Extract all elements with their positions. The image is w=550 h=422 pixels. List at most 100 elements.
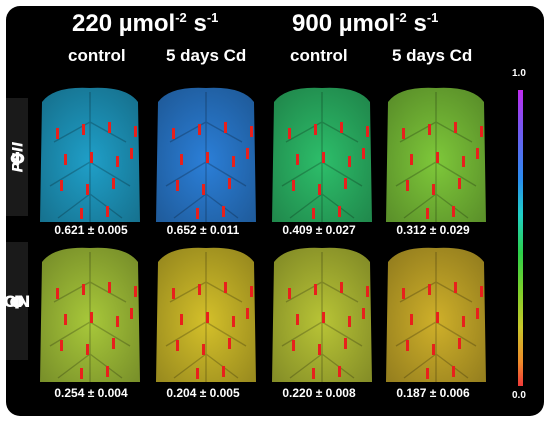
sample-point-marker: [312, 208, 315, 219]
sample-point-marker: [202, 344, 205, 355]
sample-point-marker: [130, 148, 133, 159]
column-title: control: [68, 46, 126, 65]
sample-point-marker: [340, 282, 343, 293]
leaf-image: [156, 247, 256, 382]
sample-point-marker: [314, 284, 317, 295]
color-scale-max-label: 1.0: [512, 68, 526, 79]
sample-point-marker: [426, 368, 429, 379]
sample-point-marker: [410, 154, 413, 165]
sample-point-marker: [134, 126, 137, 137]
sample-point-marker: [60, 180, 63, 191]
sample-point-marker: [480, 286, 483, 297]
sample-point-marker: [80, 368, 83, 379]
sample-point-marker: [206, 312, 209, 323]
column-title: control: [290, 46, 348, 65]
value-label: 0.204 ± 0.005: [166, 386, 240, 400]
sample-point-marker: [180, 314, 183, 325]
high-light-title: 900 µmol-2 s-1: [292, 10, 439, 37]
sample-point-marker: [362, 148, 365, 159]
value-label: 0.254 ± 0.004: [54, 386, 128, 400]
value-label: 0.187 ± 0.006: [396, 386, 470, 400]
sample-point-marker: [64, 314, 67, 325]
sample-point-marker: [436, 312, 439, 323]
sample-point-marker: [228, 178, 231, 189]
sample-point-marker: [406, 180, 409, 191]
sample-point-marker: [196, 368, 199, 379]
sample-point-marker: [340, 122, 343, 133]
sample-point-marker: [314, 124, 317, 135]
sample-point-marker: [250, 286, 253, 297]
sample-point-marker: [452, 366, 455, 377]
row-label-phi-no: Φ NO: [6, 242, 31, 360]
sample-point-marker: [322, 312, 325, 323]
sample-point-marker: [108, 282, 111, 293]
color-scale-bar: [518, 90, 523, 386]
sample-point-marker: [86, 184, 89, 195]
sample-point-marker: [322, 152, 325, 163]
sample-point-marker: [462, 316, 465, 327]
sample-point-marker: [60, 340, 63, 351]
sample-point-marker: [222, 206, 225, 217]
value-label: 0.220 ± 0.008: [282, 386, 356, 400]
sample-point-marker: [250, 126, 253, 137]
sample-point-marker: [106, 366, 109, 377]
value-label: 0.621 ± 0.005: [54, 223, 128, 237]
sample-point-marker: [198, 284, 201, 295]
sample-point-marker: [432, 184, 435, 195]
sample-point-marker: [348, 316, 351, 327]
column-title: 5 days Cd: [392, 46, 473, 65]
sample-point-marker: [108, 122, 111, 133]
sample-point-marker: [106, 206, 109, 217]
sample-point-marker: [432, 344, 435, 355]
leaf-image: [40, 87, 140, 222]
sample-point-marker: [454, 122, 457, 133]
sample-point-marker: [426, 208, 429, 219]
leaf-image: [386, 87, 486, 222]
low-light-title: 220 µmol-2 s-1: [72, 10, 219, 37]
sample-point-marker: [224, 282, 227, 293]
sample-point-marker: [292, 180, 295, 191]
sample-point-marker: [436, 152, 439, 163]
leaf-image: [272, 247, 372, 382]
sample-point-marker: [318, 184, 321, 195]
sample-point-marker: [296, 154, 299, 165]
column-title: 5 days Cd: [166, 46, 247, 65]
sample-point-marker: [80, 208, 83, 219]
sample-point-marker: [228, 338, 231, 349]
sample-point-marker: [180, 154, 183, 165]
value-label: 0.652 ± 0.011: [166, 223, 240, 237]
sample-point-marker: [176, 180, 179, 191]
sample-point-marker: [366, 286, 369, 297]
leaf-image: [40, 247, 140, 382]
sample-point-marker: [198, 124, 201, 135]
sample-point-marker: [366, 126, 369, 137]
sample-point-marker: [462, 156, 465, 167]
row-label-phi-psii: Φ PSII: [6, 98, 28, 216]
sample-point-marker: [312, 368, 315, 379]
sample-point-marker: [56, 288, 59, 299]
sample-point-marker: [476, 148, 479, 159]
sample-point-marker: [458, 338, 461, 349]
sample-point-marker: [318, 344, 321, 355]
sample-point-marker: [406, 340, 409, 351]
sample-point-marker: [112, 338, 115, 349]
sample-point-marker: [288, 288, 291, 299]
sample-point-marker: [232, 156, 235, 167]
sample-point-marker: [410, 314, 413, 325]
sample-point-marker: [134, 286, 137, 297]
sample-point-marker: [428, 124, 431, 135]
value-label: 0.409 ± 0.027: [282, 223, 356, 237]
sample-point-marker: [232, 316, 235, 327]
sample-point-marker: [288, 128, 291, 139]
sample-point-marker: [82, 284, 85, 295]
figure-panel: 220 µmol-2 s-1 900 µmol-2 s-1 control 5 …: [6, 6, 544, 416]
sample-point-marker: [172, 288, 175, 299]
sample-point-marker: [224, 122, 227, 133]
sample-point-marker: [116, 156, 119, 167]
sample-point-marker: [296, 314, 299, 325]
sample-point-marker: [64, 154, 67, 165]
sample-point-marker: [196, 208, 199, 219]
sample-point-marker: [338, 206, 341, 217]
sample-point-marker: [116, 316, 119, 327]
sample-point-marker: [452, 206, 455, 217]
